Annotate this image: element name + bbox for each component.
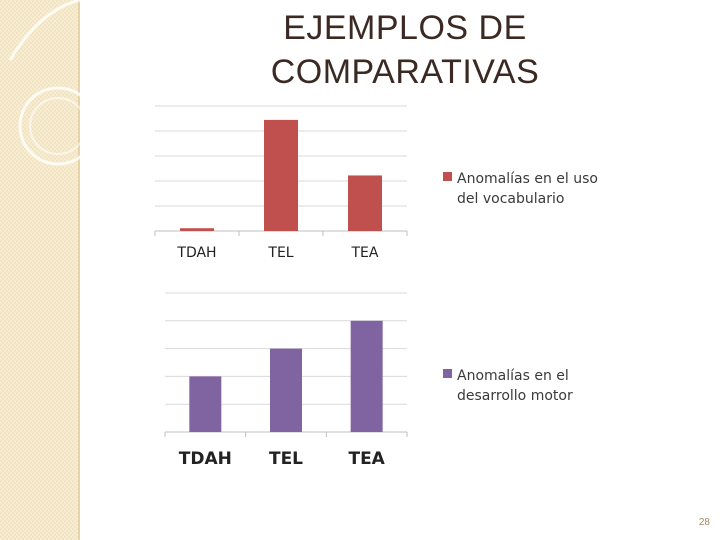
chart-2-legend-swatch [443,369,452,378]
chart-1-x-tick-label: TDAH [176,245,216,261]
chart-1-bar-tea [348,175,382,231]
chart-2-bar-tea [350,320,383,432]
chart-2-x-tick-label: TDAH [179,449,232,469]
chart-2-legend-label: Anomalías en el [457,368,569,384]
side-strip-edge [78,0,80,540]
chart-2-x-tick-label: TEA [348,449,385,469]
slide-title-line-2: COMPARATIVAS [270,53,540,91]
chart-1-legend-swatch [443,172,452,181]
chart-1-x-tick-label: TEA [351,245,379,261]
page-number: 28 [698,517,710,528]
chart-2-legend-label: desarrollo motor [457,388,573,404]
chart-1-legend-label: del vocabulario [457,191,564,207]
chart-1-bar-tel [264,119,298,231]
chart-1-x-tick-label: TEL [267,245,293,261]
chart-2-x-tick-label: TEL [269,449,303,469]
chart-2-bar-tel [270,348,302,432]
chart-1-bar-tdah [180,228,214,231]
decorative-swirl [8,0,80,166]
chart-1-legend-label: Anomalías en el uso [457,171,598,187]
chart-2-bar-tdah [189,376,222,432]
slide-title: EJEMPLOS DE COMPARATIVAS [180,6,630,94]
slide-title-line-1: EJEMPLOS DE [283,9,527,47]
